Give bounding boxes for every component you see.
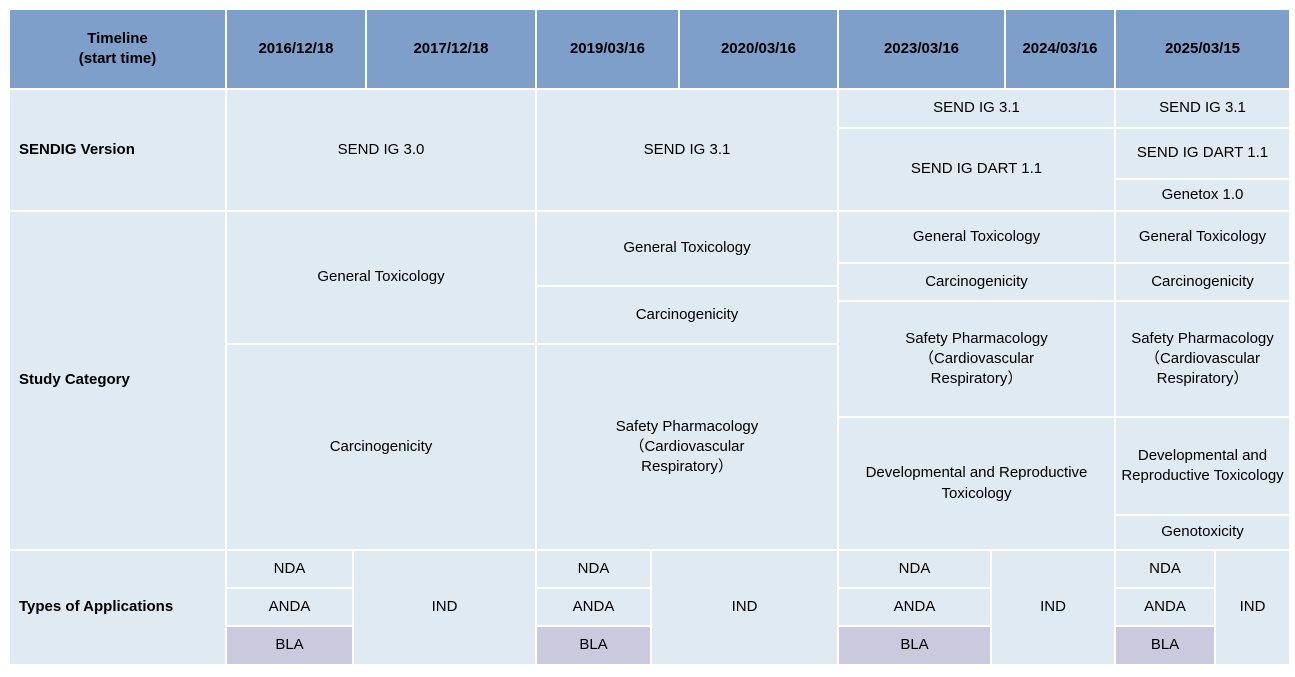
app-2016-nda: NDA [227,551,352,587]
app-2016-bla: BLA [227,627,352,664]
row-label-study-category: Study Category [10,212,225,549]
app-2023-bla: BLA [839,627,990,664]
header-timeline: Timeline (start time) [10,10,225,88]
header-date-2024-03-16: 2024/03/16 [1006,10,1114,88]
app-2025-bla: BLA [1116,627,1214,664]
study-2023-2024-carcinogenicity: Carcinogenicity [839,264,1114,300]
study-2025-genotoxicity: Genotoxicity [1116,516,1289,549]
sendig-2019-2020: SEND IG 3.1 [537,90,837,210]
row-label-sendig-version: SENDIG Version [10,90,225,210]
app-2019-nda: NDA [537,551,650,587]
study-2016-2017-general-tox: General Toxicology [227,212,535,343]
app-2017-ind: IND [354,551,535,664]
study-2023-2024-general-tox: General Toxicology [839,212,1114,262]
study-2019-2020-safety-pharm: Safety Pharmacology （Cardiovascular Resp… [537,345,837,549]
study-2016-2017-carcinogenicity: Carcinogenicity [227,345,535,549]
sendig-2023-2024-ig31: SEND IG 3.1 [839,90,1114,127]
study-2025-carcinogenicity: Carcinogenicity [1116,264,1289,300]
app-2025-ind: IND [1216,551,1289,664]
study-2023-2024-dart: Developmental and Reproductive Toxicolog… [839,418,1114,549]
header-date-2017-12-18: 2017/12/18 [367,10,535,88]
app-2025-nda: NDA [1116,551,1214,587]
header-date-2023-03-16: 2023/03/16 [839,10,1004,88]
app-2019-bla: BLA [537,627,650,664]
app-2020-ind: IND [652,551,837,664]
study-2025-safety-pharm: Safety Pharmacology （Cardiovascular Resp… [1116,302,1289,416]
timeline-line2: (start time) [78,50,157,67]
sendig-2025-genetox: Genetox 1.0 [1116,180,1289,210]
header-date-2019-03-16: 2019/03/16 [537,10,678,88]
sendig-2025-ig31: SEND IG 3.1 [1116,90,1289,127]
app-2025-anda: ANDA [1116,589,1214,625]
app-2023-nda: NDA [839,551,990,587]
study-2025-dart: Developmental and Reproductive Toxicolog… [1116,418,1289,514]
app-2023-anda: ANDA [839,589,990,625]
study-2019-2020-general-tox: General Toxicology [537,212,837,285]
study-2023-2024-safety-pharm: Safety Pharmacology （Cardiovascular Resp… [839,302,1114,416]
header-date-2020-03-16: 2020/03/16 [680,10,837,88]
study-2025-general-tox: General Toxicology [1116,212,1289,262]
send-timeline-table: Timeline (start time) 2016/12/18 2017/12/… [8,8,1291,666]
app-2019-anda: ANDA [537,589,650,625]
sendig-2023-2024-dart: SEND IG DART 1.1 [839,129,1114,210]
header-date-2016-12-18: 2016/12/18 [227,10,365,88]
app-2024-ind: IND [992,551,1114,664]
study-2019-2020-carcinogenicity: Carcinogenicity [537,287,837,343]
timeline-line1: Timeline [87,29,148,47]
sendig-2025-dart: SEND IG DART 1.1 [1116,129,1289,178]
app-2016-anda: ANDA [227,589,352,625]
row-label-types-of-applications: Types of Applications [10,551,225,664]
header-date-2025-03-15: 2025/03/15 [1116,10,1289,88]
sendig-2016-2017: SEND IG 3.0 [227,90,535,210]
